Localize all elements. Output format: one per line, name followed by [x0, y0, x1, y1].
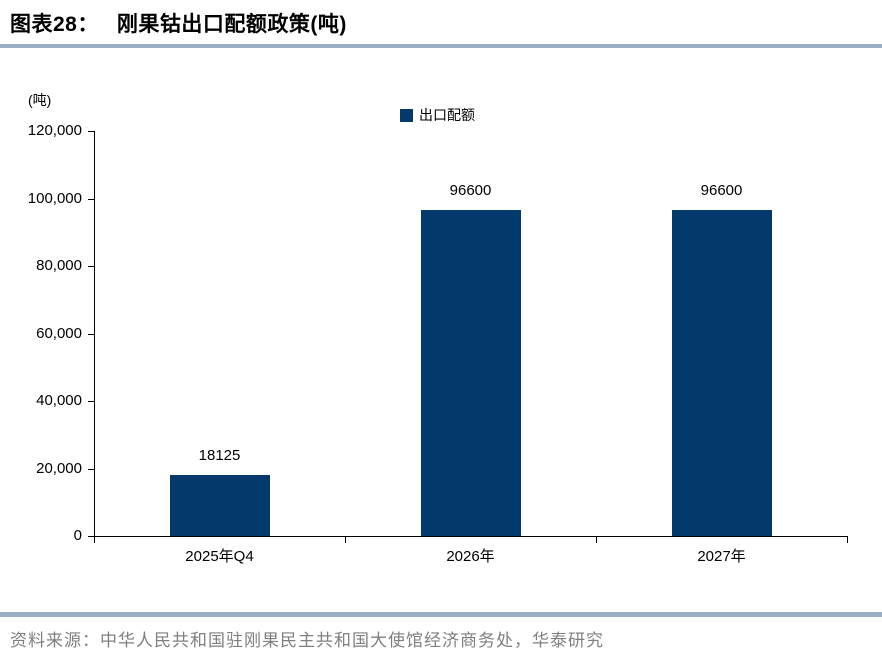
legend-label: 出口配额: [419, 107, 475, 123]
x-axis-tick: [94, 536, 95, 543]
y-tick-label: 0: [73, 527, 82, 544]
legend-swatch-icon: [400, 108, 413, 122]
legend: 出口配额: [400, 105, 475, 125]
title-underline: [0, 44, 882, 48]
chart-number-label: 图表28：: [10, 13, 99, 36]
x-category-label: 2026年: [446, 548, 495, 565]
y-axis-unit-label: (吨): [28, 92, 52, 108]
y-tick-label: 120,000: [27, 122, 82, 139]
y-tick-label: 40,000: [36, 392, 82, 409]
x-axis-tick: [345, 536, 346, 543]
source-note: 资料来源：中华人民共和国驻刚果民主共和国大使馆经济商务处，华泰研究: [10, 631, 604, 650]
y-axis-tick: [88, 333, 94, 335]
x-axis-tick: [847, 536, 848, 543]
y-tick-label: 20,000: [36, 459, 82, 477]
x-category-label: 2027年: [697, 548, 746, 565]
y-axis-tick: [88, 131, 94, 132]
y-axis-tick: [88, 198, 94, 200]
y-axis-tick: [88, 536, 94, 537]
y-tick-label: 80,000: [36, 257, 82, 274]
bar-value-label: 96600: [449, 181, 492, 199]
y-axis-tick: [88, 266, 94, 267]
bar-value-label: 96600: [700, 181, 743, 199]
bar-2027年: [671, 209, 772, 536]
bar-2025年Q4: [169, 474, 270, 536]
footer-divider: [0, 612, 882, 617]
y-tick-label: 100,000: [27, 189, 82, 207]
bar-value-label: 18125: [198, 446, 241, 464]
chart-title-text: 刚果钴出口配额政策(吨): [116, 13, 347, 36]
bar-2026年: [420, 209, 521, 536]
x-axis-line: [94, 536, 847, 537]
y-axis-line: [94, 131, 95, 543]
x-category-label: 2025年Q4: [185, 548, 254, 565]
y-axis-tick: [88, 401, 94, 402]
x-axis-tick: [596, 536, 597, 543]
y-tick-label: 60,000: [36, 324, 82, 342]
y-axis-tick: [88, 468, 94, 470]
chart-title: 图表28： 刚果钴出口配额政策(吨): [10, 8, 347, 38]
